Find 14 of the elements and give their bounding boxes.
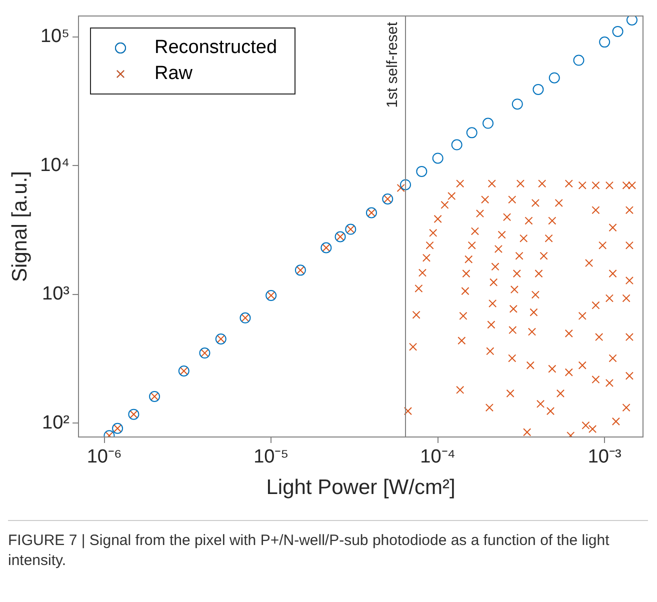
caption: FIGURE 7 | Signal from the pixel with P+/N-well/P-sub photodiode as a function of the light intensity. <box>8 520 648 571</box>
x-tick-label: 10⁻³ <box>588 446 622 468</box>
legend-label: Raw <box>154 63 193 84</box>
x-tick-label: 10⁻⁴ <box>420 446 456 468</box>
ref-line-label: 1st self-reset <box>384 21 402 108</box>
y-tick-label: 10³ <box>42 284 70 305</box>
y-tick-label: 10⁵ <box>40 26 70 48</box>
y-tick-label: 10⁴ <box>40 154 70 176</box>
y-tick-label: 10² <box>42 412 70 434</box>
x-tick-label: 10⁻⁵ <box>254 446 289 468</box>
x-axis-title: Light Power [W/cm²] <box>266 476 456 500</box>
x-tick-label: 10⁻⁶ <box>86 446 122 468</box>
y-axis-title: Signal [a.u.] <box>8 171 32 282</box>
legend-label: Reconstructed <box>154 37 278 58</box>
